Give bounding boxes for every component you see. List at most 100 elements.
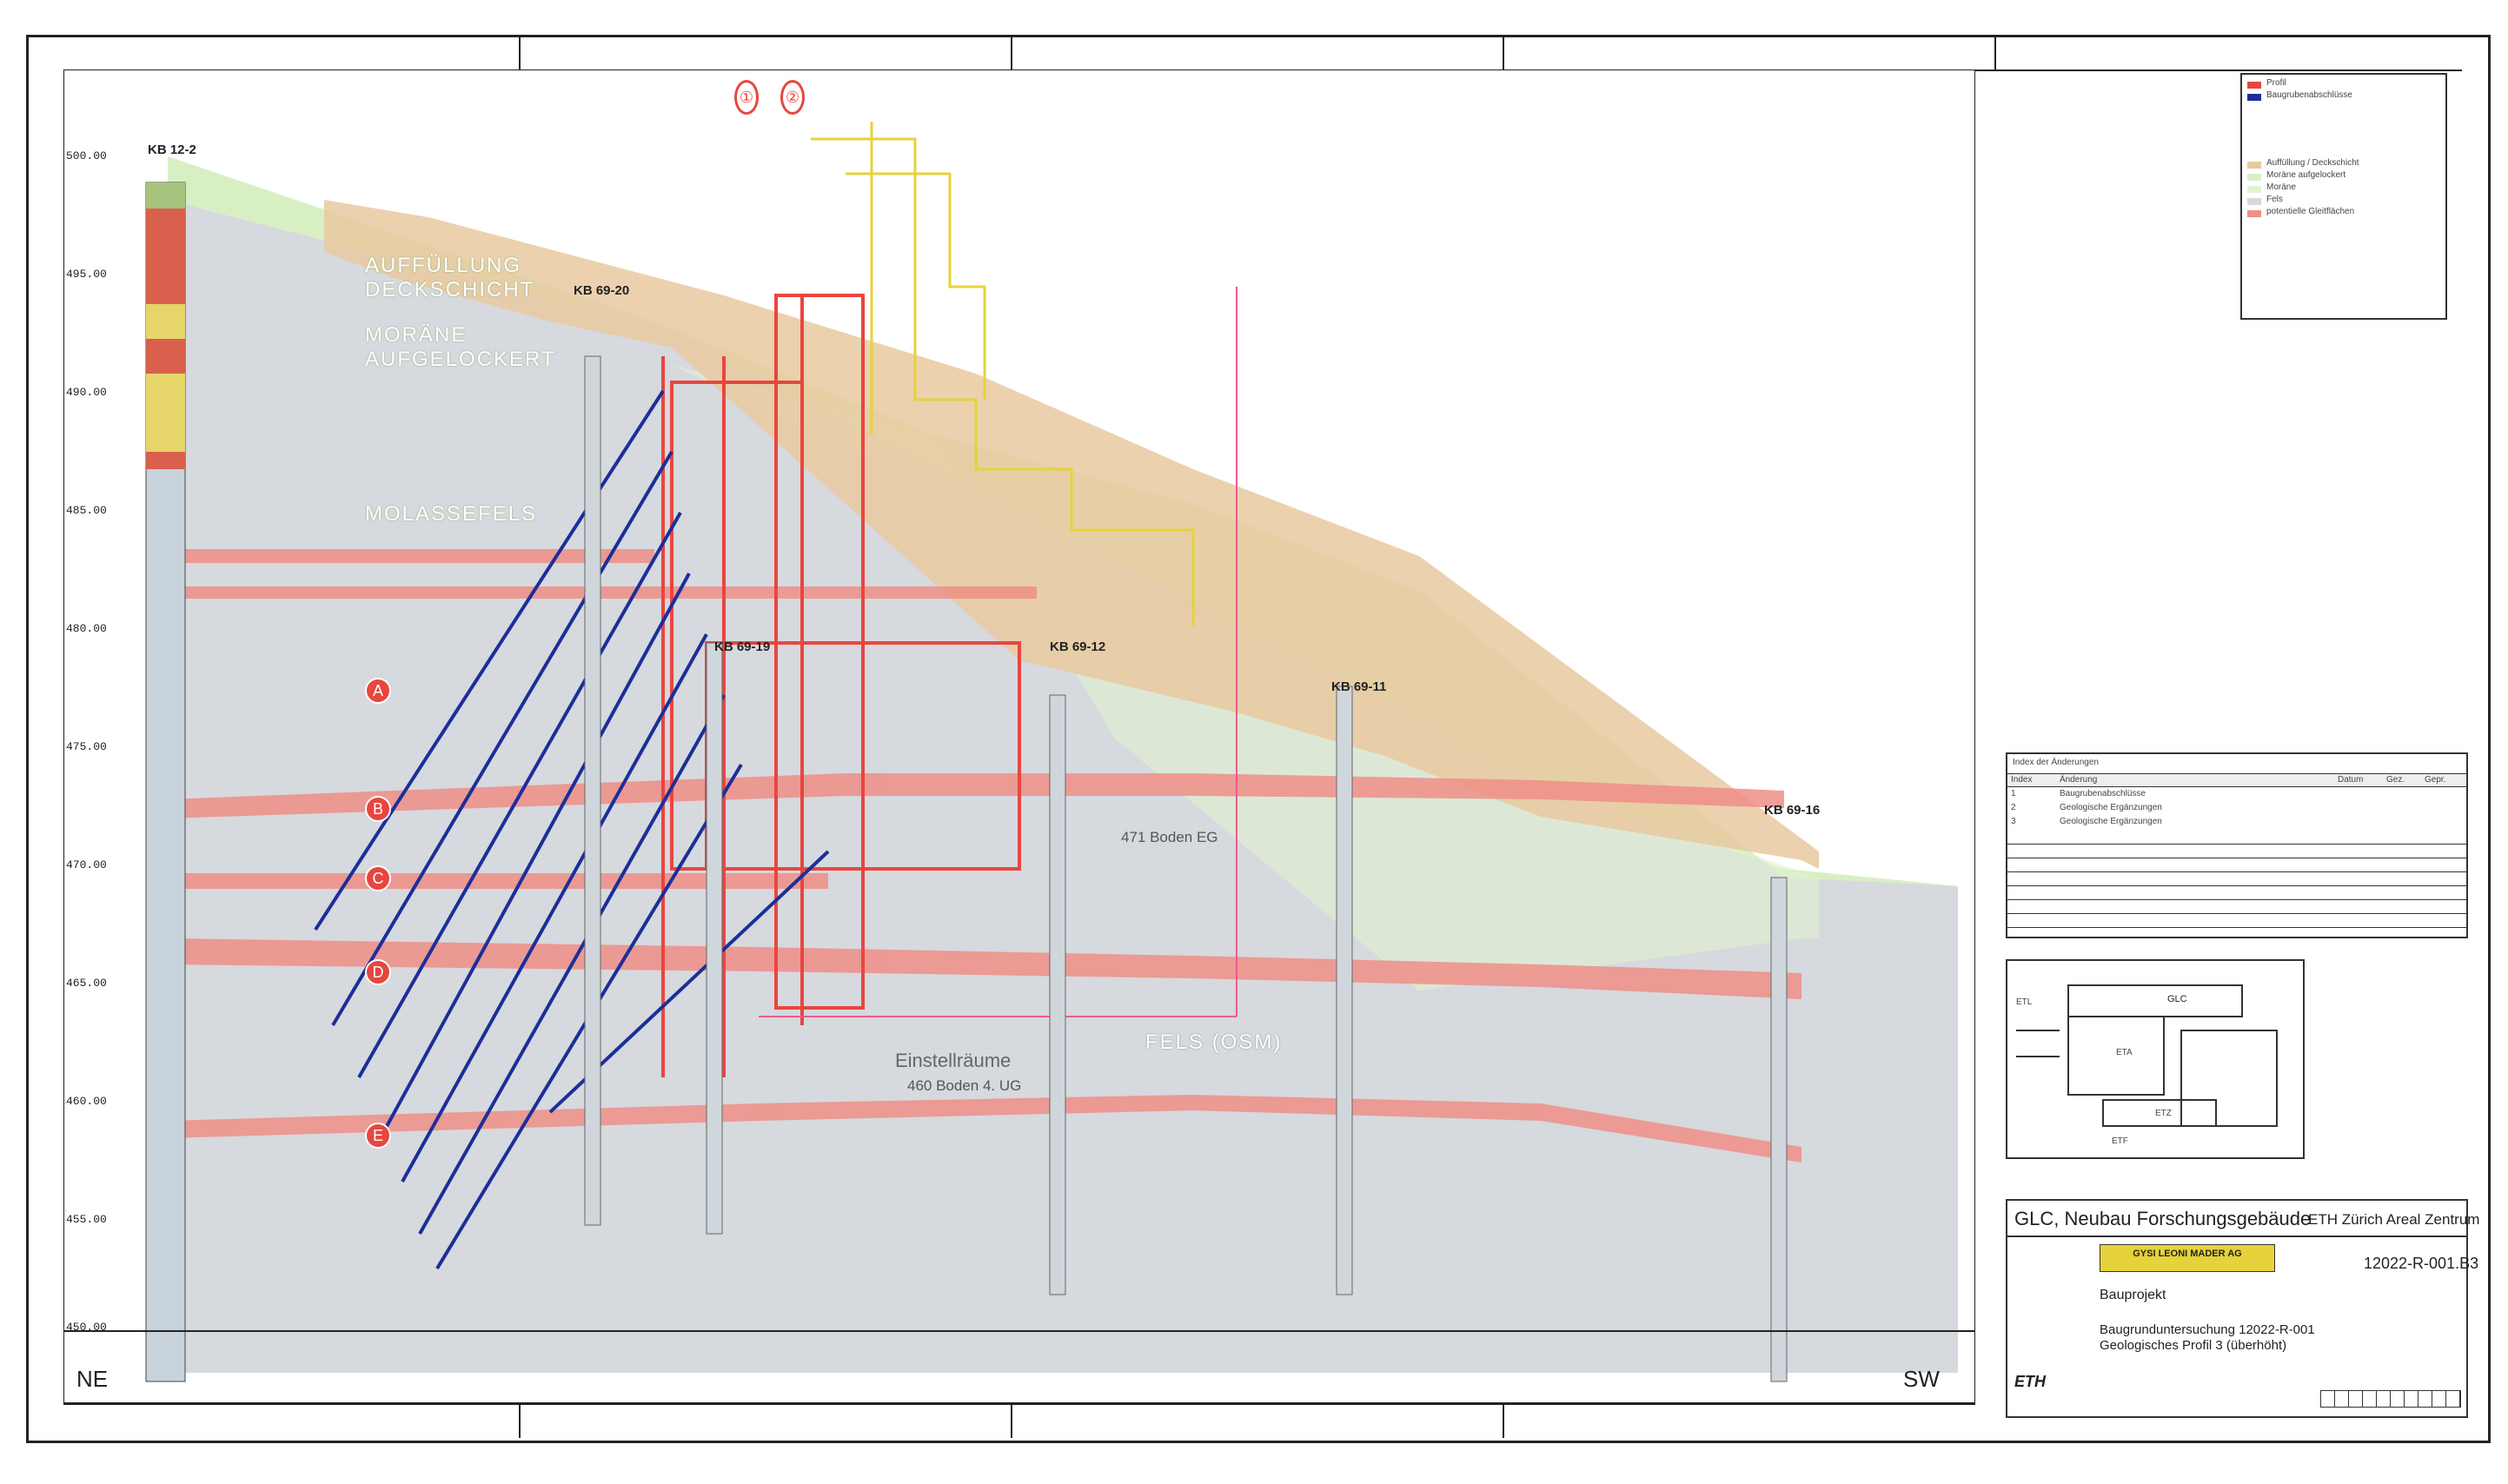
floor-eg-label: 471 Boden EG (1121, 829, 1218, 845)
eth-logo: ETH (2014, 1373, 2046, 1390)
sheet-frame (26, 35, 2491, 1443)
revision-header-row: Index Änderung Datum Gez. Gepr. (2007, 773, 2466, 787)
client-name: ETH Zürich Areal Zentrum (2308, 1211, 2480, 1228)
anchors (314, 389, 830, 1270)
legend-item: Fels (2266, 195, 2283, 204)
elevation-label: 450.00 (66, 1321, 107, 1334)
legend-item: Baugrubenabschlüsse (2266, 90, 2352, 100)
site-plan: ETL GLC ETA ETZ ETF (2006, 959, 2305, 1159)
direction-ne: NE (76, 1366, 109, 1392)
revision-cell: Baugrubenabschlüsse (2060, 789, 2146, 798)
borehole-label: KB 69-16 (1764, 803, 1821, 818)
revision-table-title: Index der Änderungen (2013, 758, 2099, 767)
revision-table: Index der Änderungen Index Änderung Datu… (2006, 752, 2468, 938)
legend-swatch-green (2247, 174, 2261, 181)
site-plan-map (2016, 984, 2278, 1127)
company-logo: GYSI LEONI MADER AG (2100, 1244, 2275, 1272)
legend-swatch-green-light (2247, 186, 2261, 193)
borehole-label: KB 69-11 (1331, 679, 1387, 694)
einstellraeume-label: Einstellräume (895, 1050, 1012, 1071)
elevation-label: 495.00 (66, 268, 107, 281)
top-border-row (63, 35, 2462, 71)
subject-line-1: Baugrunduntersuchung 12022-R-001 (2100, 1322, 2315, 1337)
revision-header: Index (2011, 775, 2033, 785)
legend-box: Profil Baugrubenabschlüsse Auffüllung / … (2240, 73, 2447, 320)
project-title: GLC, Neubau Forschungsgebäude (2014, 1208, 2312, 1229)
title-block: GLC, Neubau Forschungsgebäude ETH Zürich… (2006, 1199, 2479, 1418)
layer-label-moraine: MORÄNE AUFGELOCKERT (365, 323, 556, 371)
grid-divider (1503, 1403, 1504, 1438)
revision-empty-rows (2007, 831, 2466, 935)
revision-cell: Geologische Ergänzungen (2060, 803, 2162, 812)
revision-cell: 3 (2011, 817, 2016, 826)
borehole-kb12-2 (145, 182, 186, 1382)
layer-label-fill: AUFFÜLLUNG DECKSCHICHT (365, 254, 535, 301)
fill-layer (324, 200, 1819, 869)
layer-label-rock: MOLASSEFELS (365, 502, 538, 526)
elevation-label: 475.00 (66, 740, 107, 753)
elevation-label: 485.00 (66, 504, 107, 517)
borehole-label: KB 69-20 (574, 283, 630, 298)
site-label: ETA (2116, 1048, 2133, 1057)
legend-swatch-blue (2247, 94, 2261, 101)
floor-ug-label: 460 Boden 4. UG (907, 1077, 1022, 1094)
grid-divider (1503, 35, 1504, 70)
borehole-label: KB 69-12 (1050, 639, 1106, 654)
bottom-border-row (63, 1403, 1975, 1440)
zone-marker-a: A (365, 678, 391, 704)
elevation-label: 460.00 (66, 1095, 107, 1108)
borehole-kb69-20 (584, 355, 601, 1226)
borehole-label: KB 12-2 (148, 142, 196, 157)
revision-cell: 2 (2011, 803, 2016, 812)
revision-header: Datum (2338, 775, 2364, 785)
zone-marker-c: C (365, 865, 391, 891)
site-label: ETL (2016, 997, 2033, 1007)
site-label: ETF (2112, 1136, 2128, 1146)
axis-marker-2: ② (780, 80, 805, 115)
zone-marker-d: D (365, 959, 391, 985)
pink-line (759, 287, 1237, 1017)
site-label: ETZ (2155, 1109, 2172, 1118)
revision-cell: 1 (2011, 789, 2016, 798)
legend-swatch-red (2247, 82, 2261, 89)
elevation-label: 490.00 (66, 386, 107, 399)
geological-profile (63, 70, 1975, 1403)
zone-marker-e: E (365, 1123, 391, 1149)
legend-item: Moräne aufgelockert (2266, 170, 2346, 180)
grid-divider (1011, 35, 1012, 70)
plan-number: 12022-R-001.B3 (2364, 1255, 2479, 1272)
borehole-kb69-16 (1770, 877, 1788, 1382)
legend-item: Auffüllung / Deckschicht (2266, 158, 2359, 168)
legend-swatch-tan (2247, 162, 2261, 169)
elevation-label: 465.00 (66, 977, 107, 990)
borehole-kb69-19 (706, 642, 723, 1235)
legend-item: Moräne (2266, 182, 2296, 192)
phase: Bauprojekt (2100, 1288, 2166, 1302)
revision-header: Gez. (2386, 775, 2405, 785)
grid-divider (1011, 1403, 1012, 1438)
site-label: GLC (2167, 994, 2187, 1004)
elevation-label: 470.00 (66, 858, 107, 871)
borehole-label: KB 69-19 (714, 639, 771, 654)
legend-swatch-pink (2247, 210, 2261, 217)
title-divider (2007, 1236, 2466, 1237)
grid-divider (1994, 35, 1996, 70)
revision-header: Gepr. (2425, 775, 2446, 785)
elevation-label: 480.00 (66, 622, 107, 635)
direction-sw: SW (1903, 1366, 1940, 1392)
zone-marker-b: B (365, 796, 391, 822)
revision-cell: Geologische Ergänzungen (2060, 817, 2162, 826)
building-outline (811, 122, 1195, 626)
grid-divider (519, 1403, 521, 1438)
company-name: GYSI LEONI MADER AG (2133, 1249, 2242, 1259)
legend-item: Profil (2266, 78, 2286, 88)
layer-label-rock2: FELS (OSM) (1145, 1030, 1283, 1054)
borehole-kb69-11 (1336, 686, 1353, 1295)
subject-line-2: Geologisches Profil 3 (überhöht) (2100, 1338, 2287, 1353)
axis-marker-1: ① (734, 80, 759, 115)
legend-swatch-grey (2247, 198, 2261, 205)
grid-boxes (2320, 1390, 2461, 1408)
grid-divider (519, 35, 521, 70)
legend-item: potentielle Gleitflächen (2266, 207, 2355, 216)
borehole-kb69-12 (1049, 694, 1066, 1295)
